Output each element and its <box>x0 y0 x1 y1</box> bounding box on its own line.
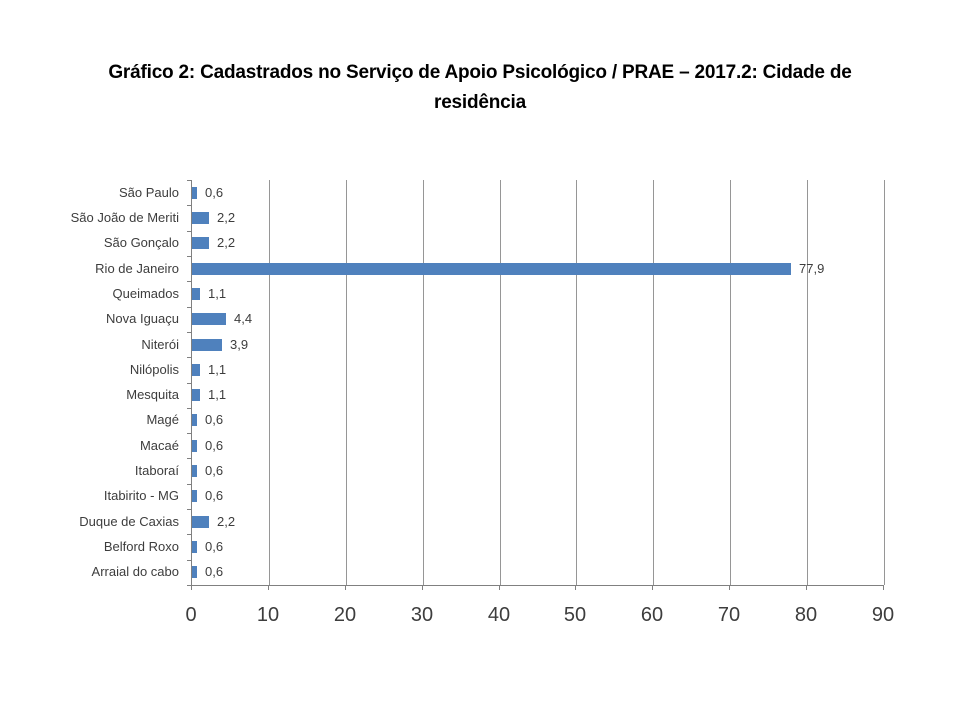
category-label: Nilópolis <box>129 362 179 377</box>
bar <box>192 389 200 401</box>
x-axis-tick <box>806 586 807 590</box>
gridline-x-40 <box>500 180 501 585</box>
bar <box>192 339 222 351</box>
y-axis-tick <box>187 180 191 181</box>
gridline-x-10 <box>269 180 270 585</box>
x-axis-tick <box>345 586 346 590</box>
x-axis-tick-label: 0 <box>185 604 197 626</box>
gridline-x-70 <box>730 180 731 585</box>
bar-value-label: 77,9 <box>799 261 825 276</box>
x-axis-tick <box>652 586 653 590</box>
category-label: Niterói <box>141 337 179 352</box>
bar-value-label: 1,1 <box>208 387 227 402</box>
bar-value-label: 0,6 <box>205 488 224 503</box>
y-axis-tick <box>187 332 191 333</box>
bar <box>192 490 197 502</box>
gridline-x-30 <box>423 180 424 585</box>
x-axis-tick <box>191 586 192 590</box>
x-axis-tick-label: 80 <box>794 604 818 626</box>
y-axis-tick <box>187 231 191 232</box>
category-label: Itabirito - MG <box>103 488 179 503</box>
y-axis-category-labels: São Paulo São João de Meriti São Gonçalo Ri… <box>0 180 179 585</box>
bar-value-label: 2,2 <box>217 514 236 529</box>
y-axis-tick <box>187 484 191 485</box>
bar <box>192 414 197 426</box>
y-axis-tick <box>187 509 191 510</box>
x-axis-tick-label: 40 <box>487 604 511 626</box>
bar <box>192 237 209 249</box>
category-label: São João de Meriti <box>70 210 179 225</box>
y-axis-tick <box>187 383 191 384</box>
x-axis-tick <box>883 586 884 590</box>
category-label: São Paulo <box>119 185 179 200</box>
bar-value-label: 4,4 <box>234 311 253 326</box>
bar-value-label: 3,9 <box>230 337 249 352</box>
bar-value-label: 0,6 <box>205 438 224 453</box>
bar-value-label: 0,6 <box>205 463 224 478</box>
y-axis-tick <box>187 458 191 459</box>
chart-title-line-2: residência <box>434 92 526 113</box>
x-axis-tick-label: 90 <box>871 604 895 626</box>
bar <box>192 313 226 325</box>
category-label: Nova Iguaçu <box>106 311 179 326</box>
bar <box>192 263 791 275</box>
x-axis-tick-label: 20 <box>333 604 357 626</box>
bar <box>192 440 197 452</box>
bar-value-label: 2,2 <box>217 235 236 250</box>
gridline-x-50 <box>576 180 577 585</box>
bar <box>192 465 197 477</box>
y-axis-tick <box>187 307 191 308</box>
x-axis-tick <box>729 586 730 590</box>
category-label: Arraial do cabo <box>91 564 179 579</box>
x-axis-tick <box>422 586 423 590</box>
x-axis-tick-label: 70 <box>717 604 741 626</box>
gridline-x-20 <box>346 180 347 585</box>
bar-value-label: 1,1 <box>208 362 227 377</box>
bar <box>192 566 197 578</box>
category-label: Belford Roxo <box>103 539 179 554</box>
bar-value-label: 0,6 <box>205 564 224 579</box>
bar <box>192 288 200 300</box>
y-axis-tick <box>187 560 191 561</box>
bar-value-label: 0,6 <box>205 539 224 554</box>
bar-value-label: 0,6 <box>205 185 224 200</box>
plot-area: 0,6 2,2 2,2 77,9 1,1 4,4 3,9 1,1 1,1 0,6 0,6 0,6 0,6… <box>191 180 885 586</box>
gridline-x-90 <box>884 180 885 585</box>
category-label: Queimados <box>112 286 179 301</box>
bar <box>192 187 197 199</box>
category-label: Rio de Janeiro <box>95 261 179 276</box>
y-axis-tick <box>187 357 191 358</box>
x-axis-tick <box>268 586 269 590</box>
gridline-x-60 <box>653 180 654 585</box>
x-axis-tick <box>575 586 576 590</box>
category-label: Itaboraí <box>134 463 179 478</box>
category-label: Duque de Caxias <box>79 514 179 529</box>
category-label: Mesquita <box>126 387 179 402</box>
x-axis-tick-label: 30 <box>410 604 434 626</box>
y-axis-tick <box>187 256 191 257</box>
category-label: São Gonçalo <box>103 235 179 250</box>
bar-value-label: 1,1 <box>208 286 227 301</box>
gridline-x-80 <box>807 180 808 585</box>
bar <box>192 364 200 376</box>
bar <box>192 541 197 553</box>
x-axis-tick <box>499 586 500 590</box>
category-label: Magé <box>146 412 179 427</box>
x-axis-tick-label: 50 <box>563 604 587 626</box>
y-axis-tick <box>187 534 191 535</box>
y-axis-tick <box>187 281 191 282</box>
y-axis-tick <box>187 205 191 206</box>
y-axis-tick <box>187 585 191 586</box>
chart-title: Gráfico 2: Cadastrados no Serviço de Apo… <box>0 58 960 118</box>
chart-title-line-1: Gráfico 2: Cadastrados no Serviço de Apo… <box>108 62 852 83</box>
bar-value-label: 2,2 <box>217 210 236 225</box>
x-axis-tick-label: 10 <box>256 604 280 626</box>
bar-value-label: 0,6 <box>205 412 224 427</box>
bar <box>192 516 209 528</box>
y-axis-tick <box>187 433 191 434</box>
bar <box>192 212 209 224</box>
category-label: Macaé <box>139 438 179 453</box>
x-axis-tick-label: 60 <box>640 604 664 626</box>
y-axis-tick <box>187 408 191 409</box>
